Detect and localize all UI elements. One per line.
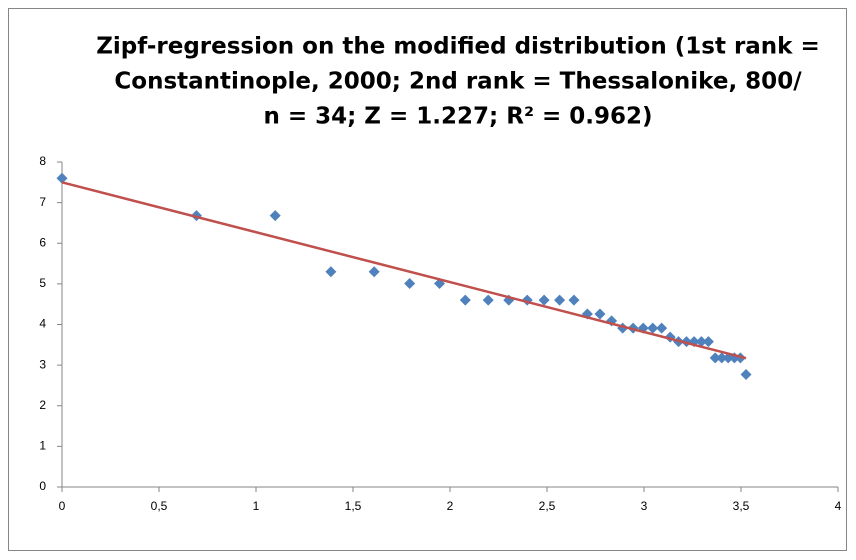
y-tick-label: 0	[39, 479, 46, 493]
x-tick-label: 3,5	[733, 499, 750, 513]
point	[568, 294, 580, 306]
x-tick-label: 2	[447, 499, 454, 513]
trendline	[61, 181, 747, 360]
y-tick-label: 6	[39, 235, 46, 249]
x-tick-label: 2,5	[539, 499, 556, 513]
y-tick-label: 3	[39, 357, 46, 371]
chart-title: Constantinople, 2000; 2nd rank = Thessal…	[114, 69, 802, 95]
x-tick-label: 0,5	[151, 499, 168, 513]
y-tick-label: 4	[39, 317, 46, 331]
x-tick-label: 1,5	[345, 499, 362, 513]
x-tick-label: 1	[253, 499, 260, 513]
point	[482, 294, 494, 306]
point	[404, 277, 416, 289]
chart-border	[8, 8, 847, 551]
point	[594, 308, 606, 320]
y-tick-label: 2	[39, 398, 46, 412]
point	[269, 210, 281, 222]
chart-title: n = 34; Z = 1.227; R² = 0.962)	[263, 104, 652, 130]
x-tick-label: 0	[59, 499, 66, 513]
x-tick-label: 4	[835, 499, 842, 513]
point	[56, 172, 68, 184]
point	[709, 352, 721, 364]
point	[716, 352, 728, 364]
point	[656, 322, 668, 334]
point	[368, 266, 380, 278]
y-tick-label: 8	[39, 154, 46, 168]
point	[325, 266, 337, 278]
point	[695, 336, 707, 348]
y-tick-label: 5	[39, 276, 46, 290]
point	[459, 294, 471, 306]
point	[554, 294, 566, 306]
y-tick-label: 1	[39, 439, 46, 453]
point	[740, 368, 752, 380]
point	[538, 294, 550, 306]
point	[702, 336, 714, 348]
y-tick-label: 7	[39, 195, 46, 209]
x-tick-label: 3	[641, 499, 648, 513]
chart-title: Zipf-regression on the modified distribu…	[96, 34, 820, 60]
point	[647, 322, 659, 334]
